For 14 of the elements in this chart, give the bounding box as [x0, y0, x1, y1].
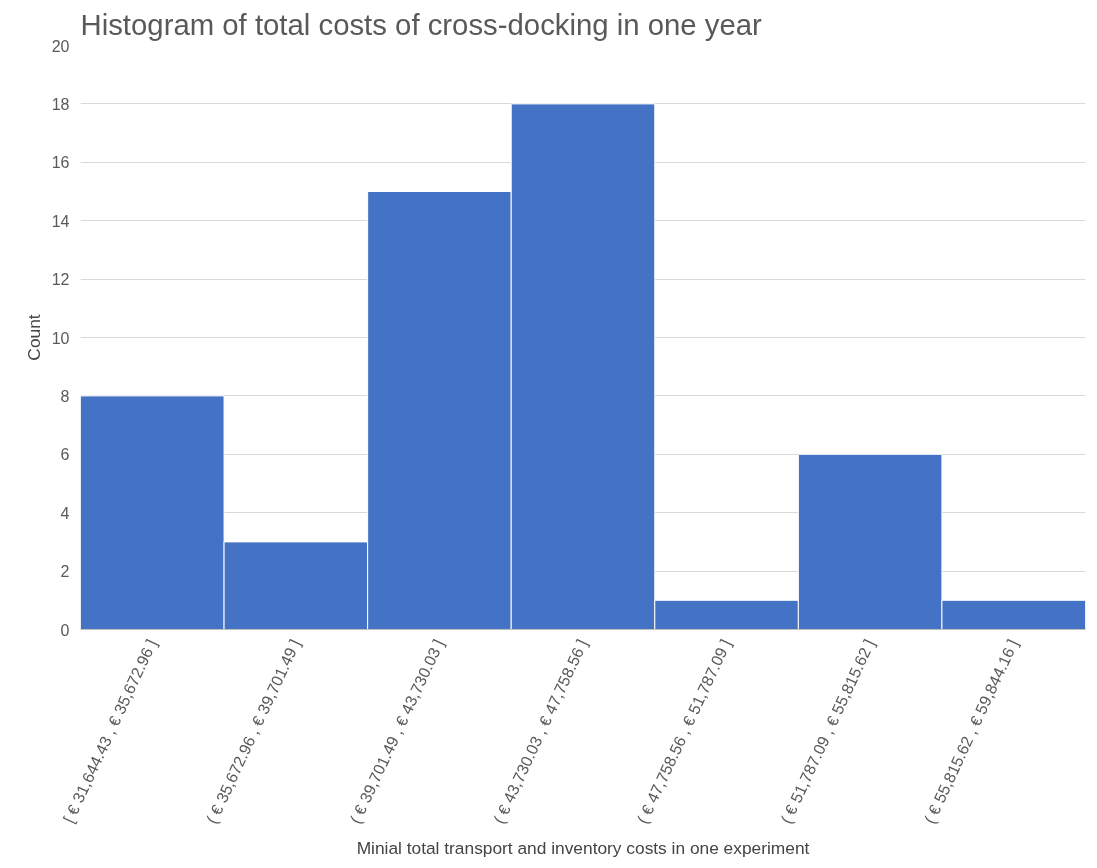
y-tick-label: 12 — [51, 271, 70, 289]
x-axis-title: Minial total transport and inventory costs in one experiment — [356, 837, 810, 858]
y-tick-label: 8 — [60, 387, 70, 405]
y-tick-label: 2 — [60, 563, 70, 581]
y-tick-label: 6 — [60, 446, 70, 464]
y-tick-label: 0 — [60, 621, 70, 639]
chart-title: Histogram of total costs of cross-docking in one year — [80, 7, 763, 41]
y-axis-title: Count — [23, 314, 44, 361]
y-tick-label: 18 — [51, 95, 70, 113]
y-tick-label: 4 — [60, 504, 70, 522]
y-tick-label: 16 — [51, 154, 70, 172]
y-tick-label: 20 — [51, 37, 70, 55]
y-tick-label: 10 — [51, 329, 70, 347]
y-tick-label: 14 — [51, 212, 70, 230]
